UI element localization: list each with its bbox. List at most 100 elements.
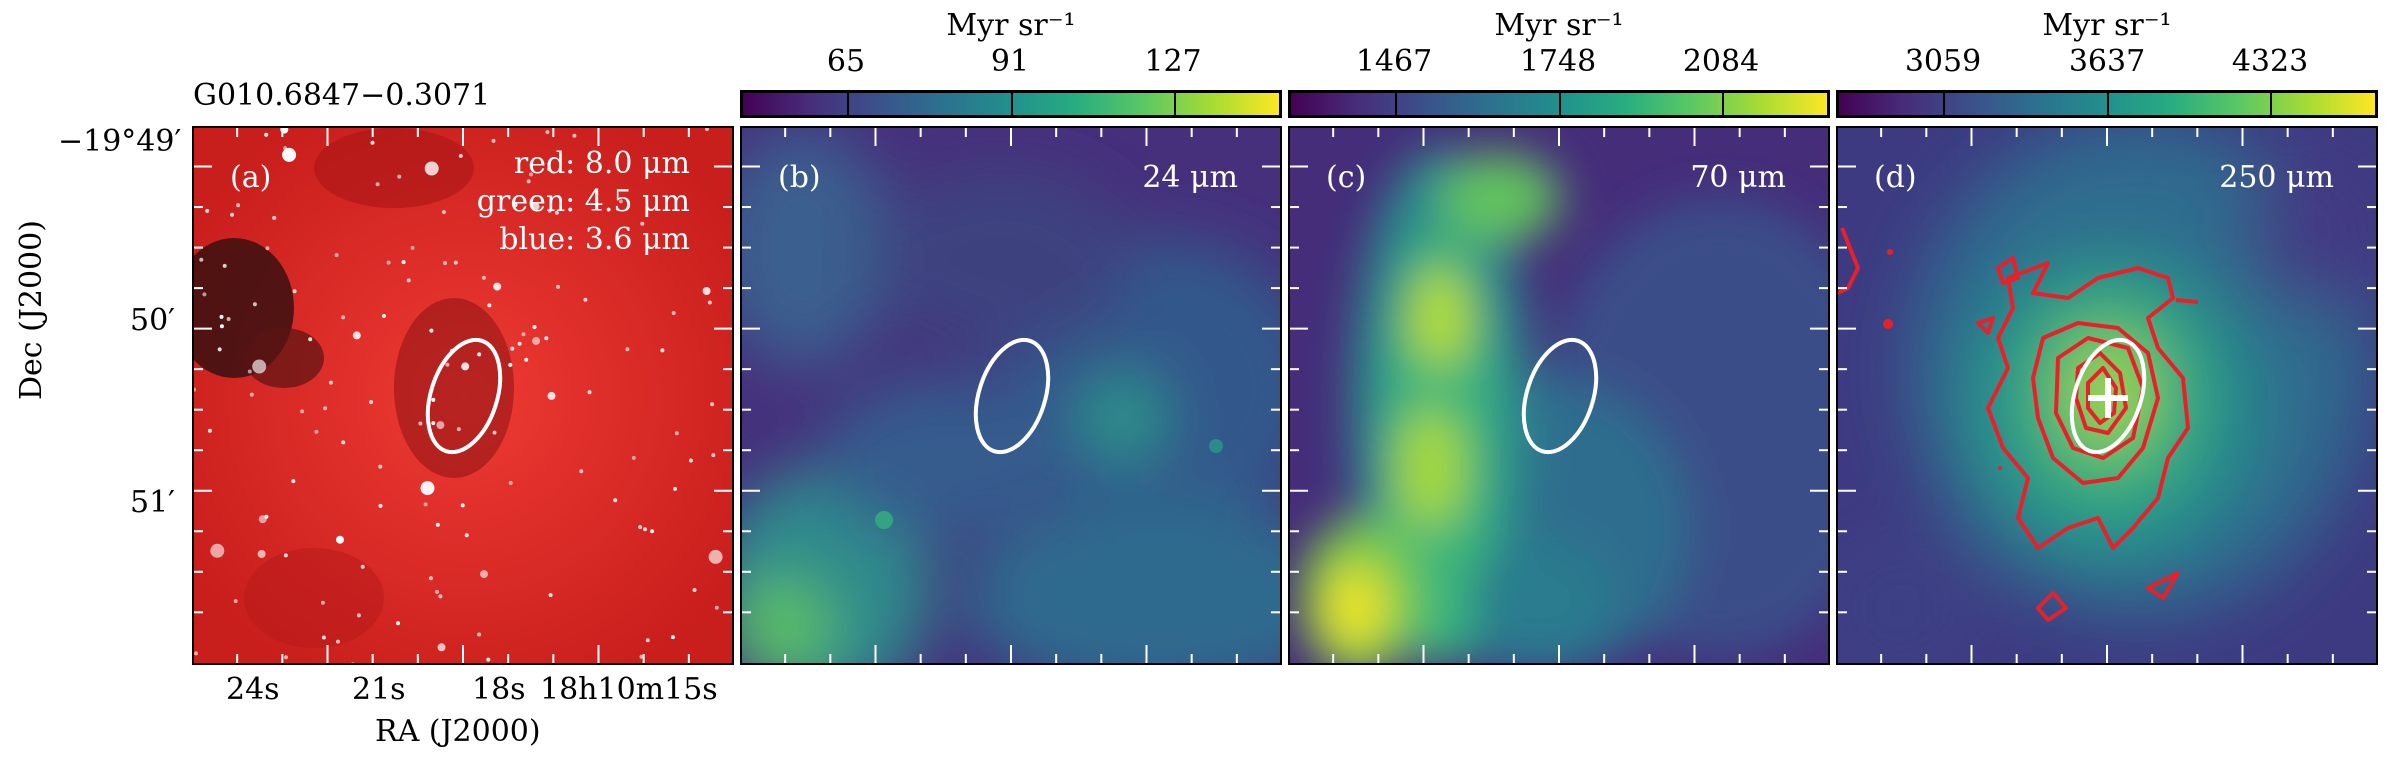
star-mark (334, 253, 339, 258)
star-mark (486, 657, 491, 662)
star-mark (513, 203, 518, 207)
star-mark (547, 208, 552, 213)
panel-a-image (192, 126, 734, 665)
star-mark (424, 161, 439, 176)
star-mark (639, 654, 644, 659)
dec-tick-51: 51′ (130, 485, 175, 520)
star-mark (341, 440, 346, 445)
star-mark (420, 481, 435, 496)
star-mark (264, 514, 269, 519)
star-mark (714, 605, 719, 610)
star-mark (423, 502, 428, 507)
star-mark (341, 315, 346, 320)
star-mark (378, 503, 383, 508)
star-mark (443, 261, 447, 265)
star-mark (650, 529, 655, 534)
ra-tick-24s: 24s (226, 672, 280, 707)
star-mark (247, 369, 252, 374)
star-mark (673, 486, 677, 491)
colorbar-c-tick-2: 1748 (1519, 44, 1597, 79)
star-mark (199, 257, 204, 262)
star-mark (524, 357, 529, 362)
star-mark (445, 362, 450, 367)
star-mark (381, 314, 386, 318)
star-mark (638, 525, 643, 530)
star-mark (226, 317, 231, 321)
colorbar-d-tick-1: 3059 (1904, 44, 1982, 79)
star-mark (458, 153, 463, 158)
star-mark (711, 453, 716, 458)
star-mark (435, 589, 439, 594)
star-mark (194, 651, 198, 656)
star-mark (321, 635, 326, 640)
star-mark (429, 328, 434, 333)
star-mark (210, 543, 225, 558)
star-mark (531, 202, 540, 211)
star-mark (194, 387, 197, 392)
star-mark (360, 564, 365, 569)
star-mark (418, 421, 423, 426)
star-mark (674, 431, 679, 436)
colorbar-c-tick-3: 2084 (1682, 44, 1760, 79)
star-mark (283, 146, 288, 151)
star-mark (401, 260, 406, 265)
star-mark (481, 275, 486, 280)
star-mark (660, 348, 665, 353)
panel-b-letter: (b) (778, 160, 821, 195)
star-mark (461, 362, 470, 371)
star-mark (378, 464, 383, 469)
star-mark (265, 246, 270, 251)
star-mark (707, 300, 712, 305)
ra-axis-label: RA (J2000) (375, 714, 541, 749)
star-mark (480, 570, 488, 579)
star-mark (375, 182, 380, 187)
star-mark (708, 549, 723, 564)
star-mark (219, 314, 224, 319)
star-mark (579, 469, 584, 474)
star-mark (545, 130, 550, 135)
colorbar-d (1836, 90, 2378, 118)
star-mark (508, 362, 513, 367)
star-mark (202, 292, 207, 297)
ra-tick-21s: 21s (352, 672, 406, 707)
star-mark (544, 336, 549, 341)
star-mark (517, 341, 522, 346)
star-mark (671, 311, 676, 315)
star-mark (233, 599, 238, 604)
star-mark (583, 297, 588, 302)
colorbar-c-tick-1: 1467 (1355, 44, 1433, 79)
panel-d-letter: (d) (1874, 160, 1917, 195)
ra-tick-18s: 18s (472, 672, 526, 707)
star-mark (328, 380, 333, 385)
star-mark (352, 331, 361, 340)
star-mark (406, 278, 411, 283)
star-mark (453, 260, 458, 265)
star-mark (370, 140, 375, 145)
star-mark (436, 421, 445, 430)
colorbar-label-d: Myr sr⁻¹ (2042, 8, 2172, 43)
star-mark (356, 613, 361, 618)
star-mark (282, 147, 297, 162)
colorbar-d-tick-3: 4323 (2231, 44, 2309, 79)
star-mark (510, 346, 515, 351)
star-mark (264, 132, 269, 137)
panel-a-red-label: red: 8.0 μm (513, 146, 690, 181)
star-mark (491, 138, 496, 143)
star-mark (587, 390, 592, 395)
star-mark (431, 421, 436, 426)
panel-b-band: 24 μm (1142, 160, 1238, 195)
panel-a-green-label: green: 4.5 μm (476, 184, 690, 219)
star-mark (521, 332, 526, 337)
star-mark (249, 392, 254, 397)
star-mark (456, 427, 461, 432)
star-mark (252, 302, 257, 307)
star-mark (272, 215, 277, 220)
star-mark (487, 303, 492, 308)
panel-c-letter: (c) (1326, 160, 1367, 195)
star-mark (429, 576, 433, 581)
dec-tick-49: −19°49′ (58, 124, 182, 159)
panel-a-blue-label: blue: 3.6 μm (499, 222, 690, 257)
colorbar-label-c: Myr sr⁻¹ (1494, 8, 1624, 43)
star-mark (230, 212, 235, 217)
star-mark (532, 325, 537, 329)
